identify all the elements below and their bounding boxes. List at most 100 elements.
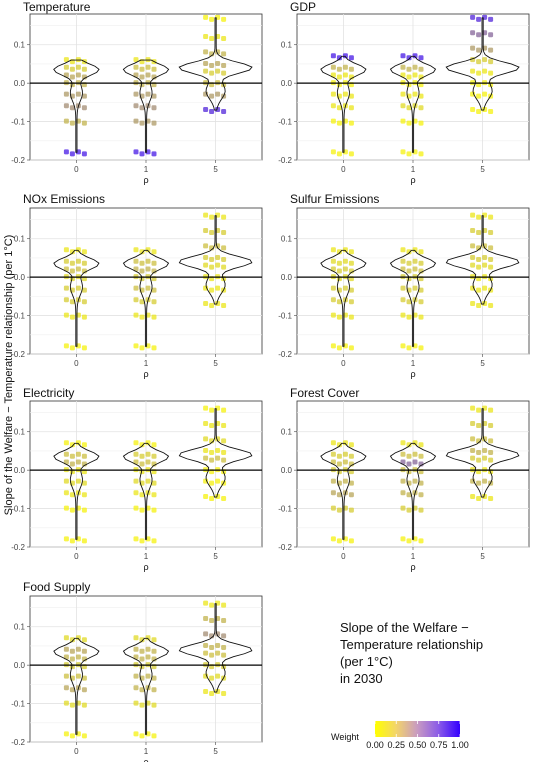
y-axis-label: Slope of the Welfare − Temperature relat… (3, 235, 15, 516)
data-point (69, 492, 75, 498)
data-point (221, 230, 227, 236)
data-point (476, 70, 482, 76)
data-point (209, 36, 215, 42)
data-point (133, 505, 139, 511)
data-point (209, 675, 215, 681)
data-point (209, 602, 215, 608)
x-tick-label: 1 (144, 359, 149, 368)
data-point (342, 53, 348, 59)
data-point (151, 687, 157, 693)
data-point (412, 53, 418, 59)
y-tick-label: -0.1 (11, 505, 25, 514)
data-point (406, 345, 412, 351)
data-point (330, 53, 336, 59)
data-point (476, 59, 482, 65)
data-point (330, 64, 336, 70)
data-point (348, 93, 354, 99)
violin-outline (178, 215, 253, 305)
data-point (139, 268, 145, 274)
data-point (406, 314, 412, 320)
y-tick-label: -0.2 (11, 350, 25, 359)
data-point (482, 57, 488, 63)
data-point (221, 449, 227, 455)
data-point (81, 637, 87, 643)
data-point (151, 260, 157, 266)
data-point (81, 442, 87, 448)
data-point (151, 66, 157, 72)
data-point (476, 496, 482, 502)
data-point (336, 299, 342, 305)
panel-food-supply: Food Supply 0.1 0.0 -0.1 -0.2 0 1 5 ρ (11, 580, 263, 762)
data-point (209, 652, 215, 658)
data-point (412, 64, 418, 70)
data-point (209, 480, 215, 486)
violin-outline (122, 637, 170, 735)
data-point (330, 536, 336, 542)
data-point (342, 266, 348, 272)
data-point (75, 459, 81, 465)
data-point (330, 343, 336, 349)
data-point (151, 702, 157, 708)
data-point (209, 449, 215, 455)
data-point (470, 405, 476, 411)
x-tick-label: 1 (411, 359, 416, 368)
legend-title: Weight (331, 732, 359, 742)
data-point (400, 103, 406, 109)
violin-outline (389, 249, 437, 347)
panel-title: Temperature (23, 0, 91, 14)
data-point (139, 299, 145, 305)
data-point (418, 492, 424, 498)
data-point (203, 243, 209, 249)
data-point (336, 492, 342, 498)
y-tick-label: -0.2 (278, 543, 292, 552)
data-point (75, 258, 81, 264)
data-point (63, 285, 69, 291)
data-point (145, 247, 151, 253)
data-point (412, 451, 418, 457)
data-point (348, 453, 354, 459)
data-point (75, 91, 81, 97)
data-point (330, 440, 336, 446)
data-point (139, 260, 145, 266)
data-point (63, 490, 69, 496)
data-point (221, 438, 227, 444)
data-point (69, 702, 75, 708)
data-point (69, 268, 75, 274)
y-tick-label: -0.1 (11, 700, 25, 709)
legend-tick-label: 0.75 (430, 740, 448, 750)
data-point (476, 449, 482, 455)
y-tick-label: -0.2 (11, 543, 25, 552)
x-tick-label: 1 (411, 165, 416, 174)
x-tick-label: 0 (74, 552, 79, 561)
data-point (418, 453, 424, 459)
data-point (209, 230, 215, 236)
data-point (63, 505, 69, 511)
data-point (330, 451, 336, 457)
data-point (476, 47, 482, 53)
x-tick-label: 0 (74, 359, 79, 368)
data-point (336, 268, 342, 274)
data-point (63, 459, 69, 465)
data-point (133, 285, 139, 291)
data-point (63, 57, 69, 63)
data-point (81, 314, 87, 320)
violin-outline (178, 408, 253, 498)
data-point (209, 214, 215, 220)
data-point (151, 675, 157, 681)
data-point (81, 299, 87, 305)
data-point (342, 258, 348, 264)
x-axis-label: ρ (143, 369, 148, 379)
data-point (418, 345, 424, 351)
panel-title: Forest Cover (290, 386, 359, 400)
data-point (215, 673, 221, 679)
x-tick-label: 1 (144, 747, 149, 756)
data-point (81, 287, 87, 293)
data-point (215, 107, 221, 113)
data-point (63, 266, 69, 272)
violin-outline (122, 249, 170, 347)
data-point (69, 66, 75, 72)
data-point (215, 301, 221, 307)
x-tick-label: 0 (341, 359, 346, 368)
data-point (476, 32, 482, 38)
data-point (406, 461, 412, 467)
